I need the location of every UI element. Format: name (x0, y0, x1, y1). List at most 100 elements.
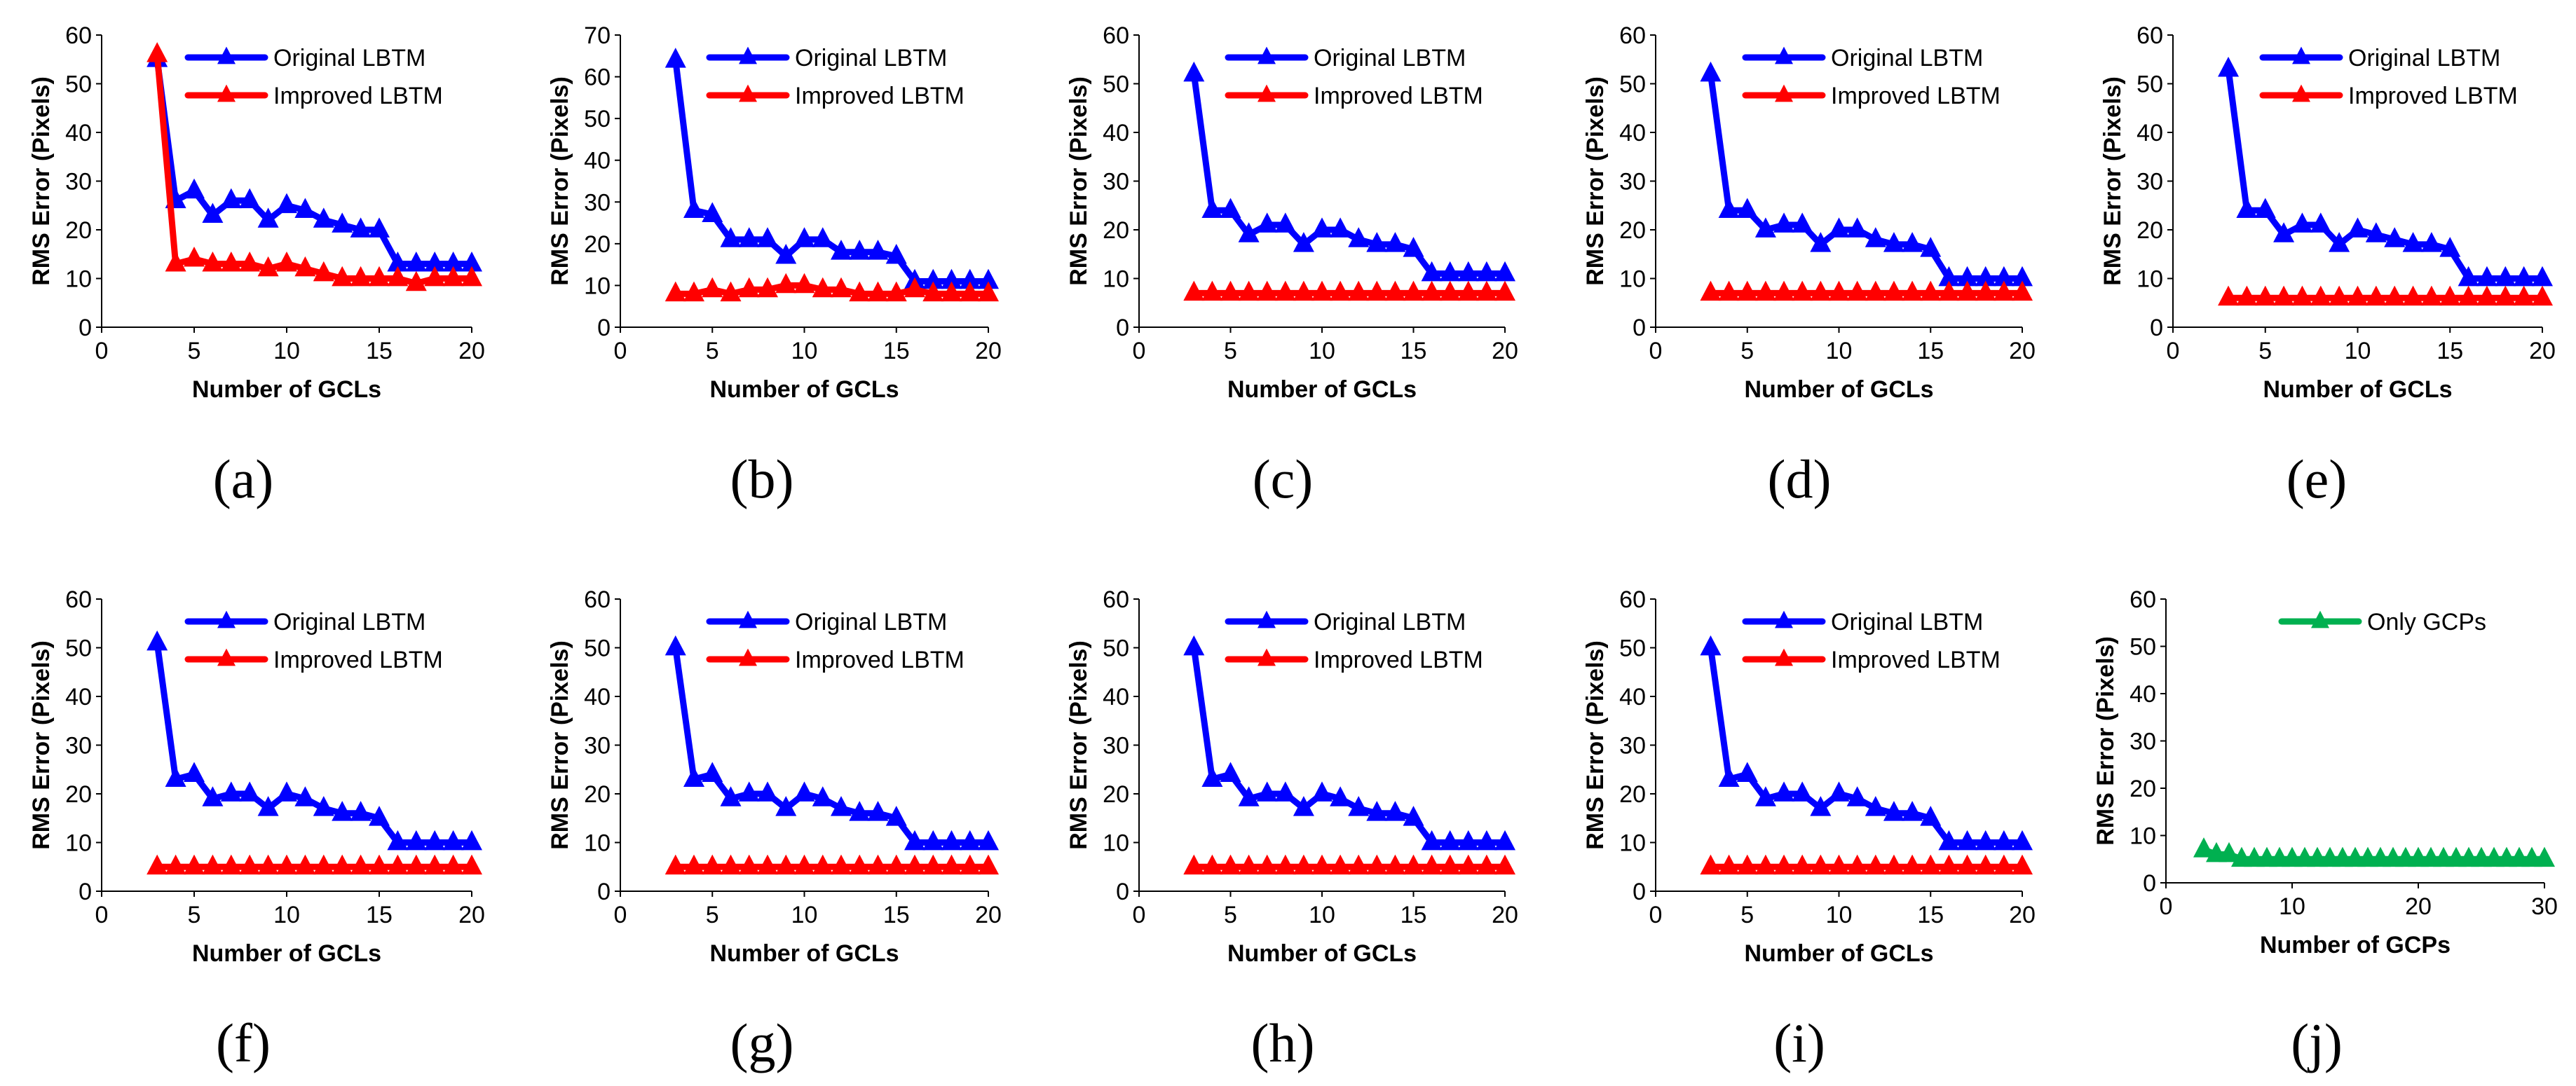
data-point-marker (2012, 854, 2033, 875)
data-point-marker (405, 830, 427, 851)
y-tick-label: 10 (584, 273, 611, 299)
data-point-marker (313, 207, 334, 228)
data-point-marker (332, 266, 353, 287)
data-point-marker (2513, 285, 2535, 306)
data-point-marker (1956, 830, 1978, 851)
data-point-marker (220, 854, 242, 875)
data-point-marker (1993, 830, 2015, 851)
data-point-marker (1439, 261, 1461, 282)
data-point-marker (424, 266, 446, 287)
data-point-marker (2347, 285, 2369, 306)
legend-marker (739, 648, 757, 666)
data-point-marker (1183, 854, 1205, 875)
data-point-marker (720, 227, 742, 247)
y-tick-label: 50 (2137, 71, 2163, 98)
data-point-marker (2329, 232, 2350, 252)
data-point-marker (2236, 198, 2258, 219)
data-point-marker (1421, 830, 1443, 851)
y-tick-label: 50 (1619, 71, 1646, 98)
data-point-marker (294, 786, 316, 806)
y-axis-title: RMS Error (Pixels) (2092, 636, 2119, 846)
x-tick-label: 15 (2437, 338, 2463, 364)
data-point-marker (276, 193, 297, 214)
data-point-marker (2254, 285, 2276, 306)
y-tick-label: 60 (584, 586, 611, 613)
y-tick-label: 40 (1619, 684, 1646, 710)
data-point-marker (1220, 198, 1241, 219)
data-point-marker (1938, 266, 1960, 287)
data-point-marker (2534, 846, 2555, 867)
data-point-marker (1348, 796, 1370, 816)
data-point-marker (1183, 61, 1205, 82)
data-point-marker (1201, 767, 1223, 787)
data-point-marker (2513, 266, 2535, 287)
data-point-marker (1384, 854, 1406, 875)
data-point-marker (2495, 266, 2516, 287)
data-point-marker (350, 217, 372, 238)
data-point-marker (922, 281, 944, 302)
x-tick-label: 15 (1401, 902, 1427, 928)
data-point-marker (442, 251, 464, 272)
y-tick-label: 10 (2129, 823, 2156, 850)
y-tick-label: 0 (1116, 879, 1129, 905)
y-tick-label: 30 (1619, 733, 1646, 759)
y-tick-label: 20 (1103, 217, 1129, 244)
y-tick-label: 0 (1116, 315, 1129, 341)
data-point-marker (1920, 280, 1942, 301)
data-point-marker (1439, 854, 1461, 875)
data-point-marker (313, 796, 334, 816)
data-point-marker (904, 277, 925, 298)
x-tick-label: 0 (1133, 338, 1146, 364)
data-point-marker (2439, 285, 2461, 306)
data-point-marker (1494, 261, 1515, 282)
data-point-marker (2458, 285, 2479, 306)
data-point-marker (2476, 285, 2497, 306)
y-tick-label: 30 (1103, 733, 1129, 759)
data-point-marker (387, 830, 409, 851)
y-tick-label: 40 (65, 120, 92, 146)
data-point-marker (1494, 854, 1515, 875)
data-point-marker (1865, 280, 1886, 301)
legend-label: Improved LBTM (273, 83, 443, 109)
data-point-marker (220, 781, 242, 802)
x-tick-label: 15 (1917, 338, 1944, 364)
x-tick-label: 0 (2160, 893, 2173, 920)
data-point-marker (665, 281, 686, 302)
data-point-marker (1792, 280, 1813, 301)
x-tick-label: 20 (975, 338, 1002, 364)
data-point-marker (202, 854, 224, 875)
data-point-marker (257, 854, 279, 875)
data-point-marker (146, 42, 168, 62)
data-point-marker (1883, 232, 1904, 252)
data-point-marker (885, 281, 907, 302)
data-point-marker (959, 854, 981, 875)
x-tick-label: 10 (2345, 338, 2371, 364)
data-point-marker (387, 854, 409, 875)
x-tick-label: 15 (366, 902, 393, 928)
data-point-marker (720, 854, 742, 875)
data-point-marker (2291, 212, 2313, 233)
x-tick-label: 20 (2405, 893, 2432, 920)
data-point-marker (1256, 280, 1278, 301)
data-point-marker (1773, 781, 1795, 802)
data-point-marker (849, 801, 871, 821)
data-point-marker (350, 801, 372, 821)
x-tick-label: 0 (2167, 338, 2180, 364)
data-point-marker (369, 217, 390, 238)
data-point-marker (313, 261, 334, 282)
data-point-marker (831, 240, 852, 260)
y-tick-label: 10 (1103, 830, 1129, 857)
data-point-marker (1330, 217, 1351, 238)
data-point-marker (2254, 198, 2276, 219)
data-point-marker (904, 854, 925, 875)
data-point-marker (332, 212, 353, 233)
data-point-marker (369, 806, 390, 826)
y-tick-label: 10 (1103, 266, 1129, 293)
legend-label: Improved LBTM (1314, 647, 1483, 673)
legend-marker (2311, 610, 2329, 628)
data-point-marker (1846, 854, 1868, 875)
data-point-marker (257, 207, 279, 228)
data-point-marker (793, 781, 815, 802)
x-axis-title: Number of GCLs (2263, 376, 2452, 403)
data-point-marker (239, 854, 261, 875)
